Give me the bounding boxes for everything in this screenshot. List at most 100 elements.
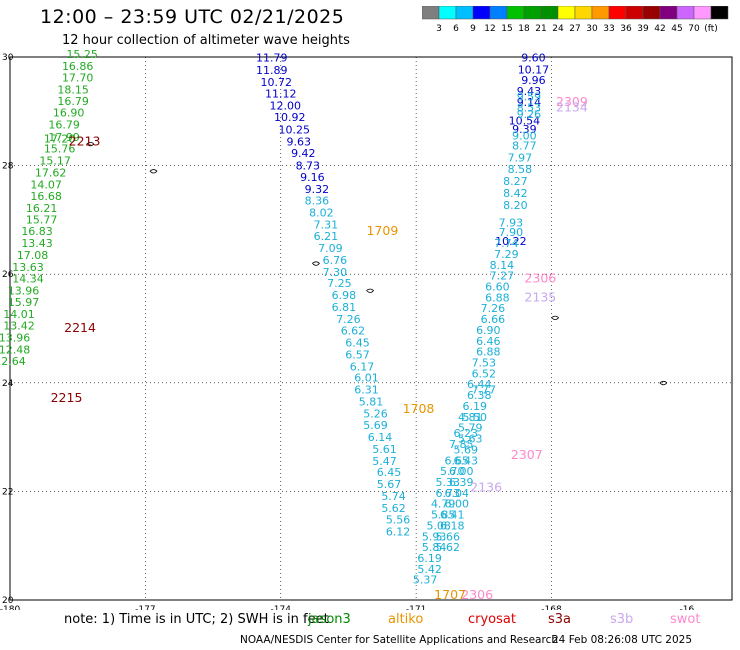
orbit-label: 2213 xyxy=(69,134,101,149)
wave-height-value: 6.04 xyxy=(444,487,469,500)
wave-height-value: 5.61 xyxy=(372,443,397,456)
wave-height-value: 13.96 xyxy=(8,284,40,297)
wave-height-value: 15.17 xyxy=(39,155,71,168)
wave-height-value: 9.59 xyxy=(517,90,542,103)
wave-height-value: 9.63 xyxy=(287,136,312,149)
wave-height-value: 16.68 xyxy=(30,190,62,203)
wave-height-value: 5.70 xyxy=(440,465,465,478)
wave-height-value: 10.22 xyxy=(495,235,527,248)
x-tick-label: -177 xyxy=(135,605,155,610)
wave-height-value: 5.93 xyxy=(422,530,447,543)
wave-height-value: 7.31 xyxy=(314,219,339,232)
orbit-label: 1709 xyxy=(366,223,398,238)
wave-height-value: 6.12 xyxy=(386,525,411,538)
wave-height-value: 5.42 xyxy=(417,563,442,576)
wave-height-value: 9.96 xyxy=(521,74,546,87)
wave-height-value: 10.25 xyxy=(279,124,311,137)
legend-altiko: altiko xyxy=(388,612,424,627)
wave-height-value: 7.26 xyxy=(336,313,361,326)
wave-height-value: 9.60 xyxy=(521,51,546,64)
wave-height-value: 13.63 xyxy=(12,261,44,274)
island-shape xyxy=(149,169,158,174)
wave-height-value: 5.33 xyxy=(435,476,460,489)
wave-height-value: 4.79 xyxy=(431,498,456,511)
wave-height-value: 9.00 xyxy=(512,130,537,143)
scale-label: 42 xyxy=(654,24,665,34)
wave-height-value: 4.81 xyxy=(458,411,483,424)
orbit-label: 2306 xyxy=(461,587,493,602)
wave-height-value: 5.69 xyxy=(363,419,388,432)
y-tick-label: 30 xyxy=(2,53,14,63)
wave-height-value: 7.90 xyxy=(499,226,524,239)
x-tick-label: -171 xyxy=(406,605,426,610)
wave-height-value: 9.32 xyxy=(305,183,330,196)
wave-height-value: 6.19 xyxy=(417,552,442,565)
wave-height-value: 15.77 xyxy=(26,214,58,227)
orbit-label: 2214 xyxy=(64,320,96,335)
scale-label: 6 xyxy=(453,24,459,34)
wave-height-value: 6.90 xyxy=(476,324,501,337)
orbit-label: 1708 xyxy=(403,401,435,416)
legend-swot: swot xyxy=(670,612,701,627)
wave-height-value: 6.52 xyxy=(472,367,497,380)
wave-height-value: 14.07 xyxy=(30,178,62,191)
wave-height-value: 5.37 xyxy=(413,574,438,587)
wave-height-value: 8.14 xyxy=(490,259,515,272)
scale-label: 36 xyxy=(620,24,632,34)
wave-height-value: 15.76 xyxy=(44,143,76,156)
wave-height-value: 14.34 xyxy=(12,272,44,285)
y-tick-label: 22 xyxy=(2,487,13,497)
wave-height-value: 8.36 xyxy=(305,195,330,208)
island-shape xyxy=(86,141,95,147)
credit-line: NOAA/NESDIS Center for Satellite Applica… xyxy=(240,634,558,646)
y-tick-label: 28 xyxy=(2,162,14,172)
orbit-label: 2309 xyxy=(556,94,588,109)
scale-label: 18 xyxy=(518,24,530,34)
wave-height-value: 11.79 xyxy=(256,51,288,64)
wave-height-value: 6.45 xyxy=(345,336,370,349)
wave-height-value: 5.84 xyxy=(422,541,447,554)
wave-height-value: 16.21 xyxy=(26,202,58,215)
wave-height-value: 16.83 xyxy=(21,225,53,238)
wave-height-value: 6.65 xyxy=(444,454,469,467)
island-shape xyxy=(366,288,375,293)
x-tick-label: -168 xyxy=(541,605,562,610)
wave-height-value: 15.25 xyxy=(66,48,98,61)
wave-height-value: 10.92 xyxy=(274,111,306,124)
wave-height-value: 7.09 xyxy=(318,242,343,255)
wave-height-value: 17.99 xyxy=(48,131,80,144)
wave-height-value: 6.14 xyxy=(368,431,393,444)
wave-height-value: 7.25 xyxy=(327,277,352,290)
page-title: 12:00 – 23:59 UTC 02/21/2025 xyxy=(40,6,345,28)
scale-label: 70 xyxy=(688,24,700,34)
wave-height-value: 7.29 xyxy=(494,248,519,261)
wave-height-value: 7.77 xyxy=(472,384,497,397)
legend-s3b: s3b xyxy=(610,612,634,627)
wave-height-value: 7.53 xyxy=(472,357,497,370)
island-shape xyxy=(659,380,668,386)
island-shape xyxy=(551,315,560,321)
x-tick-label: -174 xyxy=(271,605,292,610)
wave-height-value: 17.70 xyxy=(62,71,94,84)
wave-height-value: 8.58 xyxy=(508,163,533,176)
scale-label: 30 xyxy=(586,24,598,34)
wave-height-value: 8.73 xyxy=(296,159,321,172)
scale-label: 24 xyxy=(552,24,564,34)
wave-height-value: 18.15 xyxy=(57,83,89,96)
island-shape xyxy=(312,261,320,266)
wave-height-value: 11.89 xyxy=(256,64,288,77)
wave-height-value: 17.08 xyxy=(17,249,49,262)
wave-height-value: 6.45 xyxy=(377,466,402,479)
wave-height-value: 16.79 xyxy=(48,119,80,132)
wave-height-value: 11.12 xyxy=(265,88,297,101)
wave-height-value: 16.79 xyxy=(57,95,89,108)
wave-height-value: 6.73 xyxy=(435,487,460,500)
scale-label: 15 xyxy=(501,24,512,34)
wave-height-value: 5.62 xyxy=(381,502,406,515)
wave-height-value: 5.62 xyxy=(435,541,460,554)
wave-height-value: 8.77 xyxy=(512,139,537,152)
wave-height-value: 6.46 xyxy=(476,335,501,348)
map-frame xyxy=(9,56,733,601)
orbit-label: 2134 xyxy=(556,99,588,114)
wave-height-value: 9.26 xyxy=(517,108,542,121)
